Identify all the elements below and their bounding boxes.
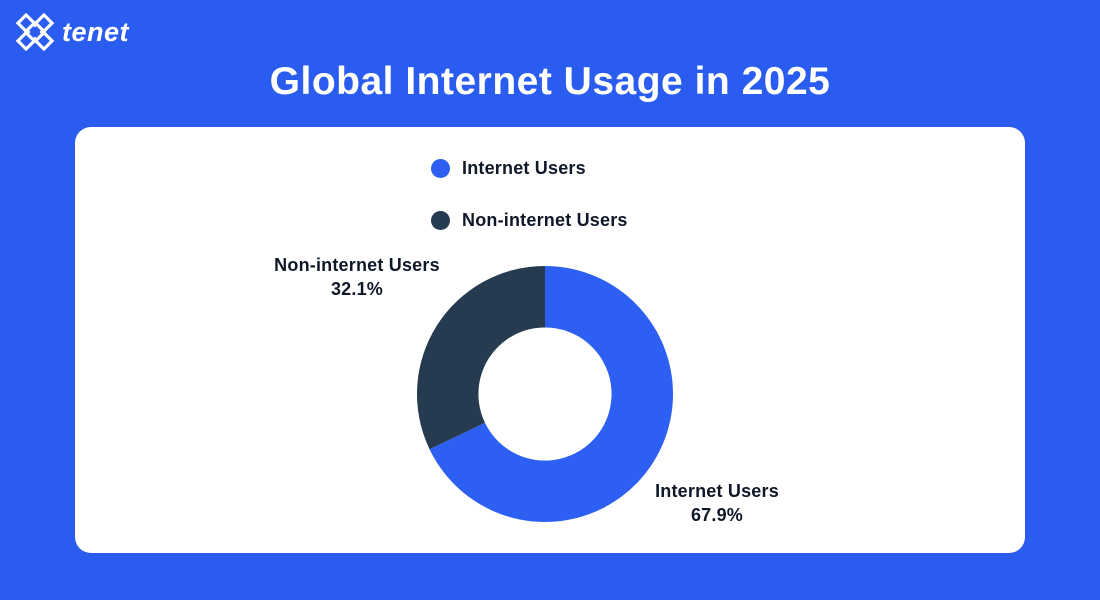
chart-legend: Internet Users Non-internet Users: [431, 158, 628, 231]
slice-label-internet-value: 67.9%: [690, 505, 744, 525]
brand-name: tenet: [62, 16, 130, 47]
tenet-pinwheel-icon: [15, 12, 55, 52]
slice-label-non-internet-value: 32.1%: [330, 279, 384, 299]
legend-label-internet-users: Internet Users: [462, 158, 586, 178]
legend-label-non-internet-users: Non-internet Users: [462, 210, 628, 230]
donut-slice-non-internet-users: [417, 266, 545, 450]
legend-item-non-internet-users: Non-internet Users: [431, 210, 628, 231]
slice-label-internet-name: Internet Users: [655, 481, 779, 501]
slice-label-non-internet-users: Non-internet Users 32.1%: [227, 253, 487, 301]
page-title: Global Internet Usage in 2025: [269, 60, 831, 103]
donut-slice-internet-users: [429, 266, 674, 522]
legend-dot-internet-users: [431, 159, 450, 178]
chart-card: Internet Users Non-internet Users Non-in…: [75, 127, 1025, 553]
donut-chart: [415, 264, 675, 524]
donut-chart-svg: [417, 266, 674, 522]
brand-logo: tenet: [14, 10, 129, 54]
slice-label-internet-users: Internet Users 67.9%: [587, 479, 847, 527]
slice-label-non-internet-name: Non-internet Users: [274, 255, 440, 275]
legend-item-internet-users: Internet Users: [431, 158, 628, 179]
legend-dot-non-internet-users: [431, 211, 450, 230]
